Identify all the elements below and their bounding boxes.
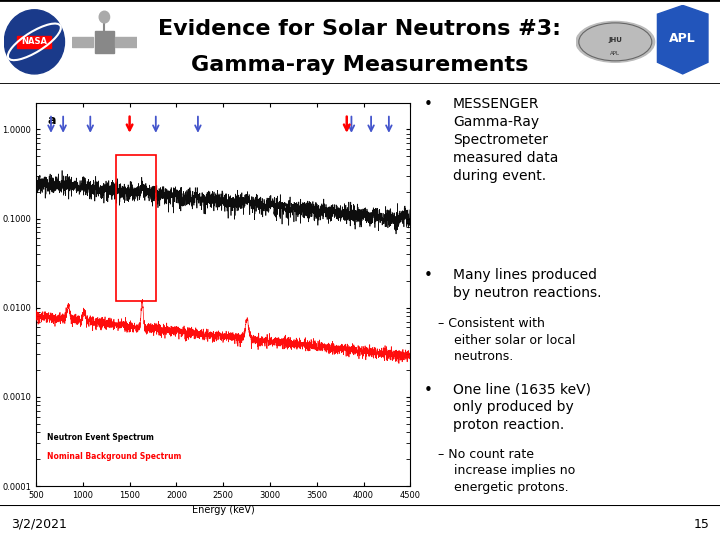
Text: – Consistent with
    either solar or local
    neutrons.: – Consistent with either solar or local … xyxy=(438,318,576,363)
Text: •: • xyxy=(423,383,433,397)
Text: 15: 15 xyxy=(693,518,709,531)
X-axis label: Energy (keV): Energy (keV) xyxy=(192,505,255,515)
Text: Many lines produced
by neutron reactions.: Many lines produced by neutron reactions… xyxy=(453,268,601,300)
Bar xyxy=(116,156,156,301)
Text: Nominal Background Spectrum: Nominal Background Spectrum xyxy=(48,452,181,461)
Text: Gamma-ray Measurements: Gamma-ray Measurements xyxy=(192,55,528,75)
Polygon shape xyxy=(657,5,708,74)
Text: 3/2/2021: 3/2/2021 xyxy=(11,518,67,531)
Polygon shape xyxy=(17,36,52,48)
Text: •: • xyxy=(423,97,433,112)
Text: JHU: JHU xyxy=(608,37,622,43)
Text: MESSENGER
Gamma-Ray
Spectrometer
measured data
during event.: MESSENGER Gamma-Ray Spectrometer measure… xyxy=(453,97,559,183)
Circle shape xyxy=(4,10,65,74)
Text: •: • xyxy=(423,268,433,284)
Text: a: a xyxy=(48,114,55,127)
Circle shape xyxy=(576,22,654,62)
Text: NASA: NASA xyxy=(22,37,48,46)
Bar xyxy=(95,31,114,53)
Circle shape xyxy=(99,11,109,23)
Bar xyxy=(115,37,137,47)
Text: Neutron Event Spectrum: Neutron Event Spectrum xyxy=(48,433,154,442)
Bar xyxy=(72,37,94,47)
Text: APL: APL xyxy=(670,32,696,45)
Text: – No count rate
    increase implies no
    energetic protons.: – No count rate increase implies no ener… xyxy=(438,448,575,494)
Text: One line (1635 keV)
only produced by
proton reaction.: One line (1635 keV) only produced by pro… xyxy=(453,383,591,433)
Text: Evidence for Solar Neutrons #3:: Evidence for Solar Neutrons #3: xyxy=(158,19,562,39)
Text: APL: APL xyxy=(611,51,621,56)
